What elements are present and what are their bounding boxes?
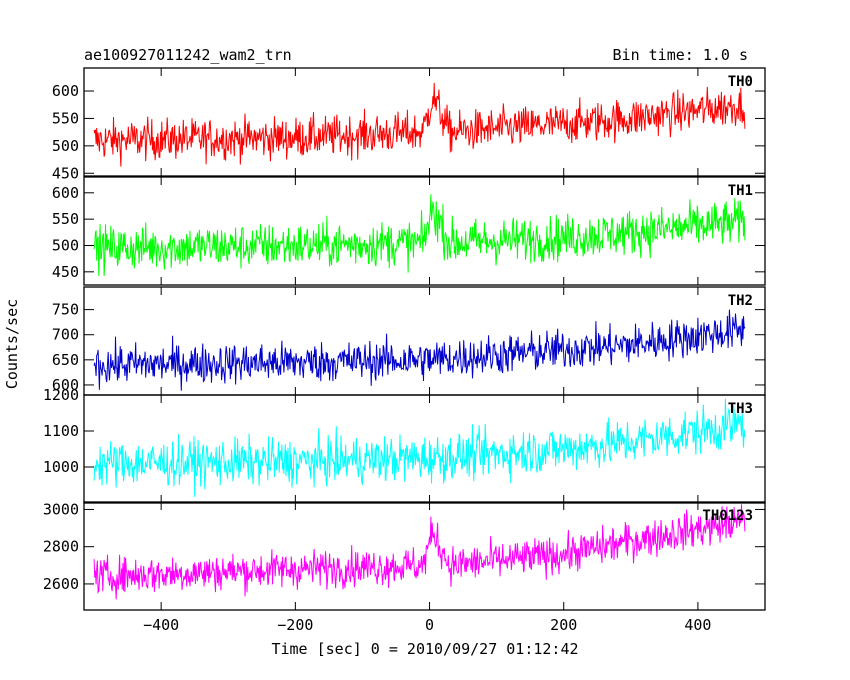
x-tick-label: 200 — [550, 616, 577, 634]
x-tick-label: 400 — [684, 616, 711, 634]
x-axis: −400 −200 0 200 400 — [143, 616, 711, 634]
panel-th2: TH2 600 650 700 750 — [52, 286, 766, 396]
panel-label: TH1 — [728, 183, 753, 199]
panel-th0123: TH0123 2600 2800 3000 — [43, 500, 766, 611]
y-tick-label: 600 — [52, 376, 79, 394]
panel-th1: TH1 450 500 550 600 — [52, 176, 766, 286]
y-axis-title: Counts/sec — [3, 299, 21, 389]
chart-title: ae100927011242_wam2_trn — [84, 46, 292, 64]
bin-time-label: Bin time: 1.0 s — [613, 46, 748, 64]
panel-label: TH2 — [728, 293, 753, 309]
y-tick-label: 600 — [52, 82, 79, 100]
y-tick-label: 1100 — [43, 422, 79, 440]
panel-frame — [83, 176, 766, 286]
y-tick-label: 750 — [52, 301, 79, 319]
series-line-th2 — [93, 309, 746, 391]
panel-label: TH0123 — [702, 508, 753, 524]
panel-frame — [83, 394, 766, 504]
y-tick-label: 1200 — [43, 386, 79, 404]
y-tick-label: 500 — [52, 137, 79, 155]
series-line-th0123 — [93, 504, 746, 600]
panel-th0: TH0 450 500 550 600 — [52, 67, 766, 182]
y-tick-label: 500 — [52, 236, 79, 254]
y-tick-label: 550 — [52, 210, 79, 228]
x-axis-title: Time [sec] 0 = 2010/09/27 01:12:42 — [271, 640, 578, 658]
x-tick-label: 0 — [425, 616, 434, 634]
y-tick-label: 3000 — [43, 500, 79, 518]
y-tick-label: 650 — [52, 351, 79, 369]
y-tick-label: 450 — [52, 164, 79, 182]
panel-th3: TH3 1000 1100 1200 — [43, 386, 766, 504]
x-tick-label: −200 — [277, 616, 313, 634]
x-tick-label: −400 — [143, 616, 179, 634]
panel-label: TH3 — [728, 401, 753, 417]
series-line-th1 — [93, 194, 746, 277]
y-tick-label: 2600 — [43, 575, 79, 593]
series-line-th0 — [93, 82, 746, 167]
panel-label: TH0 — [728, 74, 753, 90]
panels: TH0 450 500 550 600 TH1 450 500 550 600 TH2 600 650 7… — [43, 67, 766, 611]
y-tick-label: 600 — [52, 184, 79, 202]
y-tick-label: 550 — [52, 109, 79, 127]
y-tick-label: 450 — [52, 263, 79, 281]
y-tick-label: 700 — [52, 326, 79, 344]
y-tick-label: 1000 — [43, 458, 79, 476]
series-line-th3 — [93, 398, 746, 498]
panel-frame — [83, 67, 766, 177]
y-tick-label: 2800 — [43, 538, 79, 556]
panel-frame — [83, 501, 766, 611]
